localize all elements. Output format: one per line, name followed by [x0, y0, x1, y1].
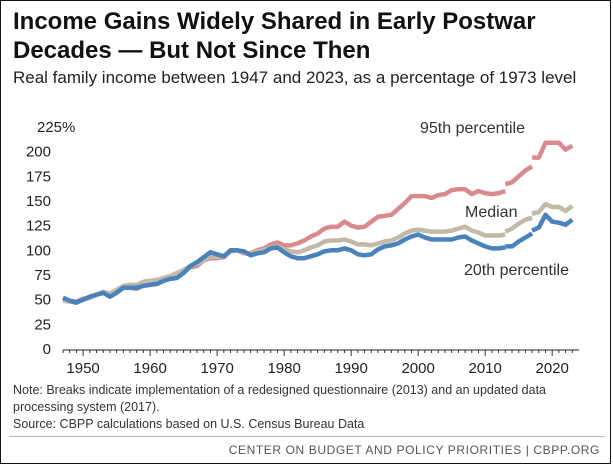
- y-tick-label: 175: [26, 168, 51, 185]
- series-lines: [62, 140, 574, 305]
- y-tick-label: 100: [26, 242, 51, 259]
- y-tick-label: 200: [26, 144, 51, 161]
- y-tick-label: 225%: [37, 119, 75, 136]
- y-axis-labels: 0 25 50 75 100 125 150 175 200 225%: [26, 119, 75, 358]
- median-label: Median: [465, 204, 517, 221]
- x-tick-label: 2000: [401, 360, 434, 377]
- x-tick-label: 1950: [66, 360, 99, 377]
- 20th-percentile-label: 20th percentile: [464, 262, 569, 279]
- y-tick-label: 50: [34, 292, 51, 309]
- chart-title: Income Gains Widely Shared in Early Post…: [13, 8, 536, 64]
- x-tick-label: 1960: [133, 360, 166, 377]
- y-tick-label: 75: [34, 267, 51, 284]
- y-tick-label: 25: [34, 316, 51, 333]
- chart-subtitle: Real family income between 1947 and 2023…: [13, 68, 577, 87]
- 20th-percentile-line-segment: [531, 212, 574, 233]
- 20th-percentile-line-segment: [62, 232, 506, 305]
- x-tick-label: 1970: [200, 360, 233, 377]
- 95th-percentile-label: 95th percentile: [420, 120, 525, 137]
- footer-divider: [9, 436, 605, 437]
- y-tick-label: 125: [26, 218, 51, 235]
- x-axis: 1950 1960 1970 1980 1990 2000 2010 2020: [62, 349, 579, 377]
- median-line-segment: [531, 201, 574, 216]
- 95th-percentile-line-segment: [504, 164, 534, 187]
- median-line-segment: [504, 215, 533, 234]
- chart-note: Note: Breaks indicate implementation of …: [13, 383, 546, 414]
- series-labels: 95th percentile Median 20th percentile: [420, 120, 569, 279]
- y-tick-label: 0: [43, 341, 51, 358]
- chart-source: Source: CBPP calculations based on U.S. …: [13, 417, 365, 431]
- x-tick-label: 1980: [267, 360, 300, 377]
- x-tick-label: 1990: [334, 360, 367, 377]
- footer-credit: CENTER ON BUDGET AND POLICY PRIORITIES |…: [228, 443, 600, 457]
- x-tick-label: 2020: [536, 360, 569, 377]
- 95th-percentile-line-segment: [532, 140, 574, 160]
- x-tick-label: 2010: [468, 360, 501, 377]
- median-line-segment: [62, 224, 506, 305]
- y-tick-label: 150: [26, 193, 51, 210]
- 20th-percentile-line-segment: [505, 231, 534, 249]
